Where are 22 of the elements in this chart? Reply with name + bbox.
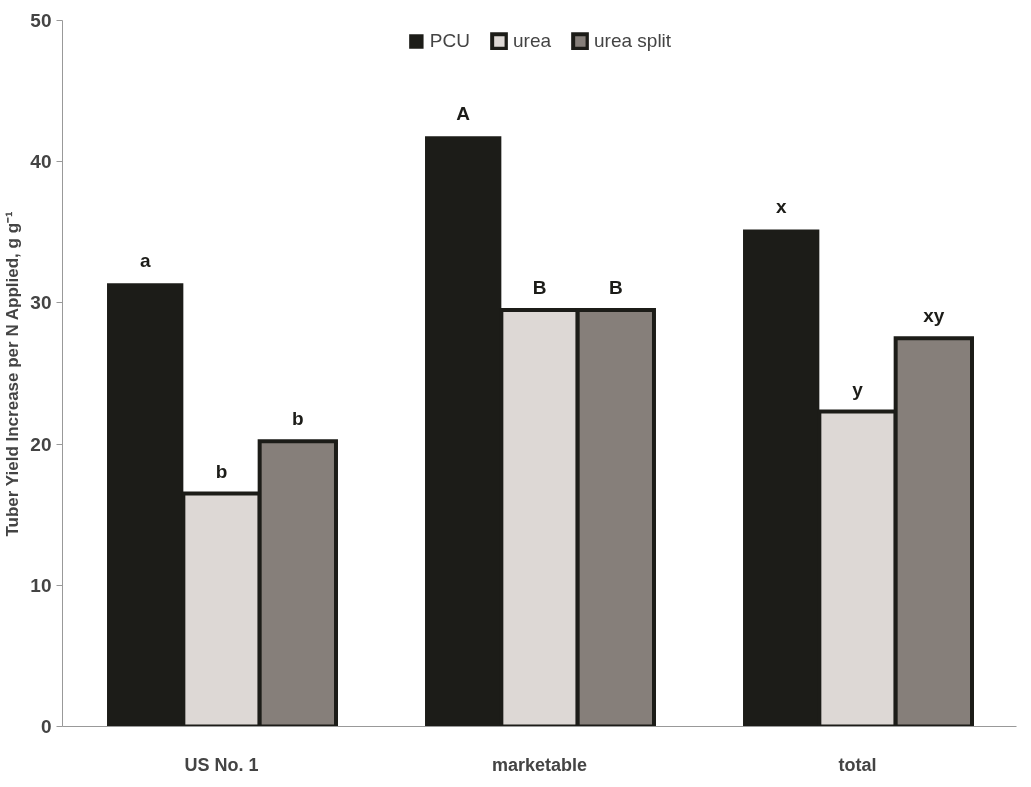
legend-label: urea split: [594, 30, 672, 52]
data-label: A: [456, 103, 471, 125]
y-tick-label: 50: [30, 10, 52, 31]
data-label: y: [852, 378, 864, 400]
data-label: B: [532, 276, 547, 298]
y-axis-title: Tuber Yield Increase per N Applied, g g⁻¹: [3, 210, 23, 537]
y-tick-label: 40: [30, 151, 52, 173]
data-label: B: [608, 276, 623, 298]
y-tick-label: 10: [30, 574, 52, 596]
legend-label: PCU: [429, 30, 470, 52]
x-tick-label: total: [838, 754, 877, 775]
data-label: b: [292, 408, 304, 430]
data-label: xy: [923, 305, 945, 327]
y-tick-label: 30: [30, 292, 52, 314]
data-label: a: [139, 250, 151, 272]
legend-label: urea: [512, 30, 552, 52]
x-tick-label: US No. 1: [184, 754, 259, 775]
x-tick-label: marketable: [491, 754, 588, 775]
data-label: b: [215, 460, 228, 482]
y-tick-label: 0: [40, 716, 52, 737]
y-tick-label: 20: [30, 433, 52, 455]
data-label: x: [775, 196, 787, 218]
